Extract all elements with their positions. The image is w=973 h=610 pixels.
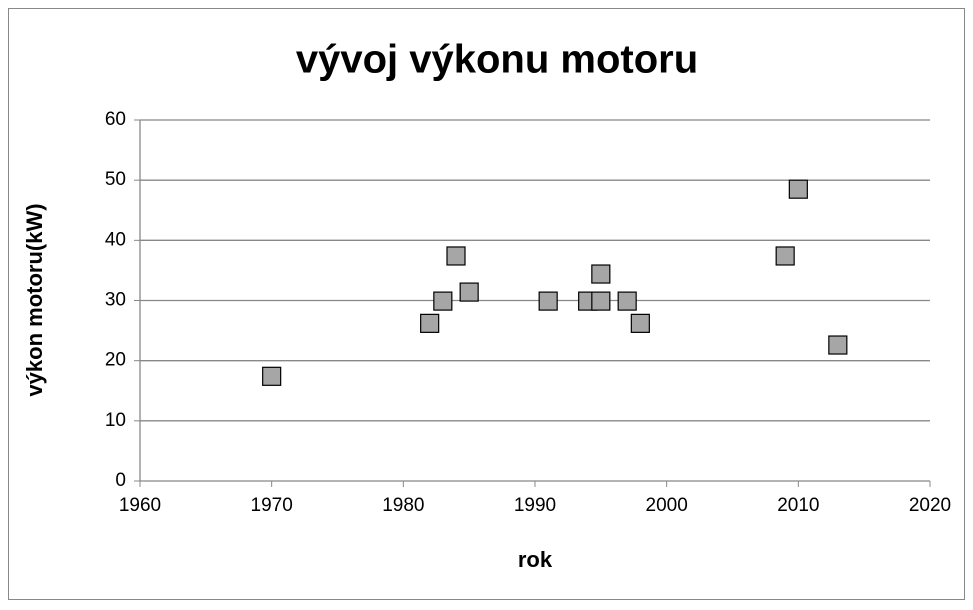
point xyxy=(775,246,795,266)
point xyxy=(420,313,440,333)
y-tick-label: 30 xyxy=(105,290,126,311)
point xyxy=(262,366,282,386)
x-tick-label: 1990 xyxy=(514,495,556,516)
chart-title: vývoj výkonu motoru xyxy=(296,38,698,82)
point xyxy=(591,291,611,311)
y-tick-label: 50 xyxy=(105,169,126,190)
point xyxy=(788,179,808,199)
x-axis-label: rok xyxy=(518,547,553,572)
point xyxy=(433,291,453,311)
point xyxy=(446,246,466,266)
chart-border xyxy=(8,8,965,600)
y-tick-label: 10 xyxy=(105,410,126,431)
point xyxy=(828,335,848,355)
x-tick-label: 1980 xyxy=(382,495,424,516)
y-axis-label: výkon motoru(kW) xyxy=(22,203,47,396)
point xyxy=(538,291,558,311)
y-tick-label: 0 xyxy=(115,470,126,491)
point xyxy=(617,291,637,311)
y-tick-label: 60 xyxy=(105,109,126,130)
point xyxy=(591,264,611,284)
x-tick-label: 1960 xyxy=(119,495,161,516)
point xyxy=(459,282,479,302)
y-tick-label: 40 xyxy=(105,229,126,250)
point xyxy=(630,313,650,333)
x-tick-label: 2020 xyxy=(909,495,951,516)
x-tick-label: 2000 xyxy=(646,495,688,516)
y-tick-label: 20 xyxy=(105,350,126,371)
x-tick-label: 2010 xyxy=(777,495,819,516)
x-tick-label: 1970 xyxy=(251,495,293,516)
